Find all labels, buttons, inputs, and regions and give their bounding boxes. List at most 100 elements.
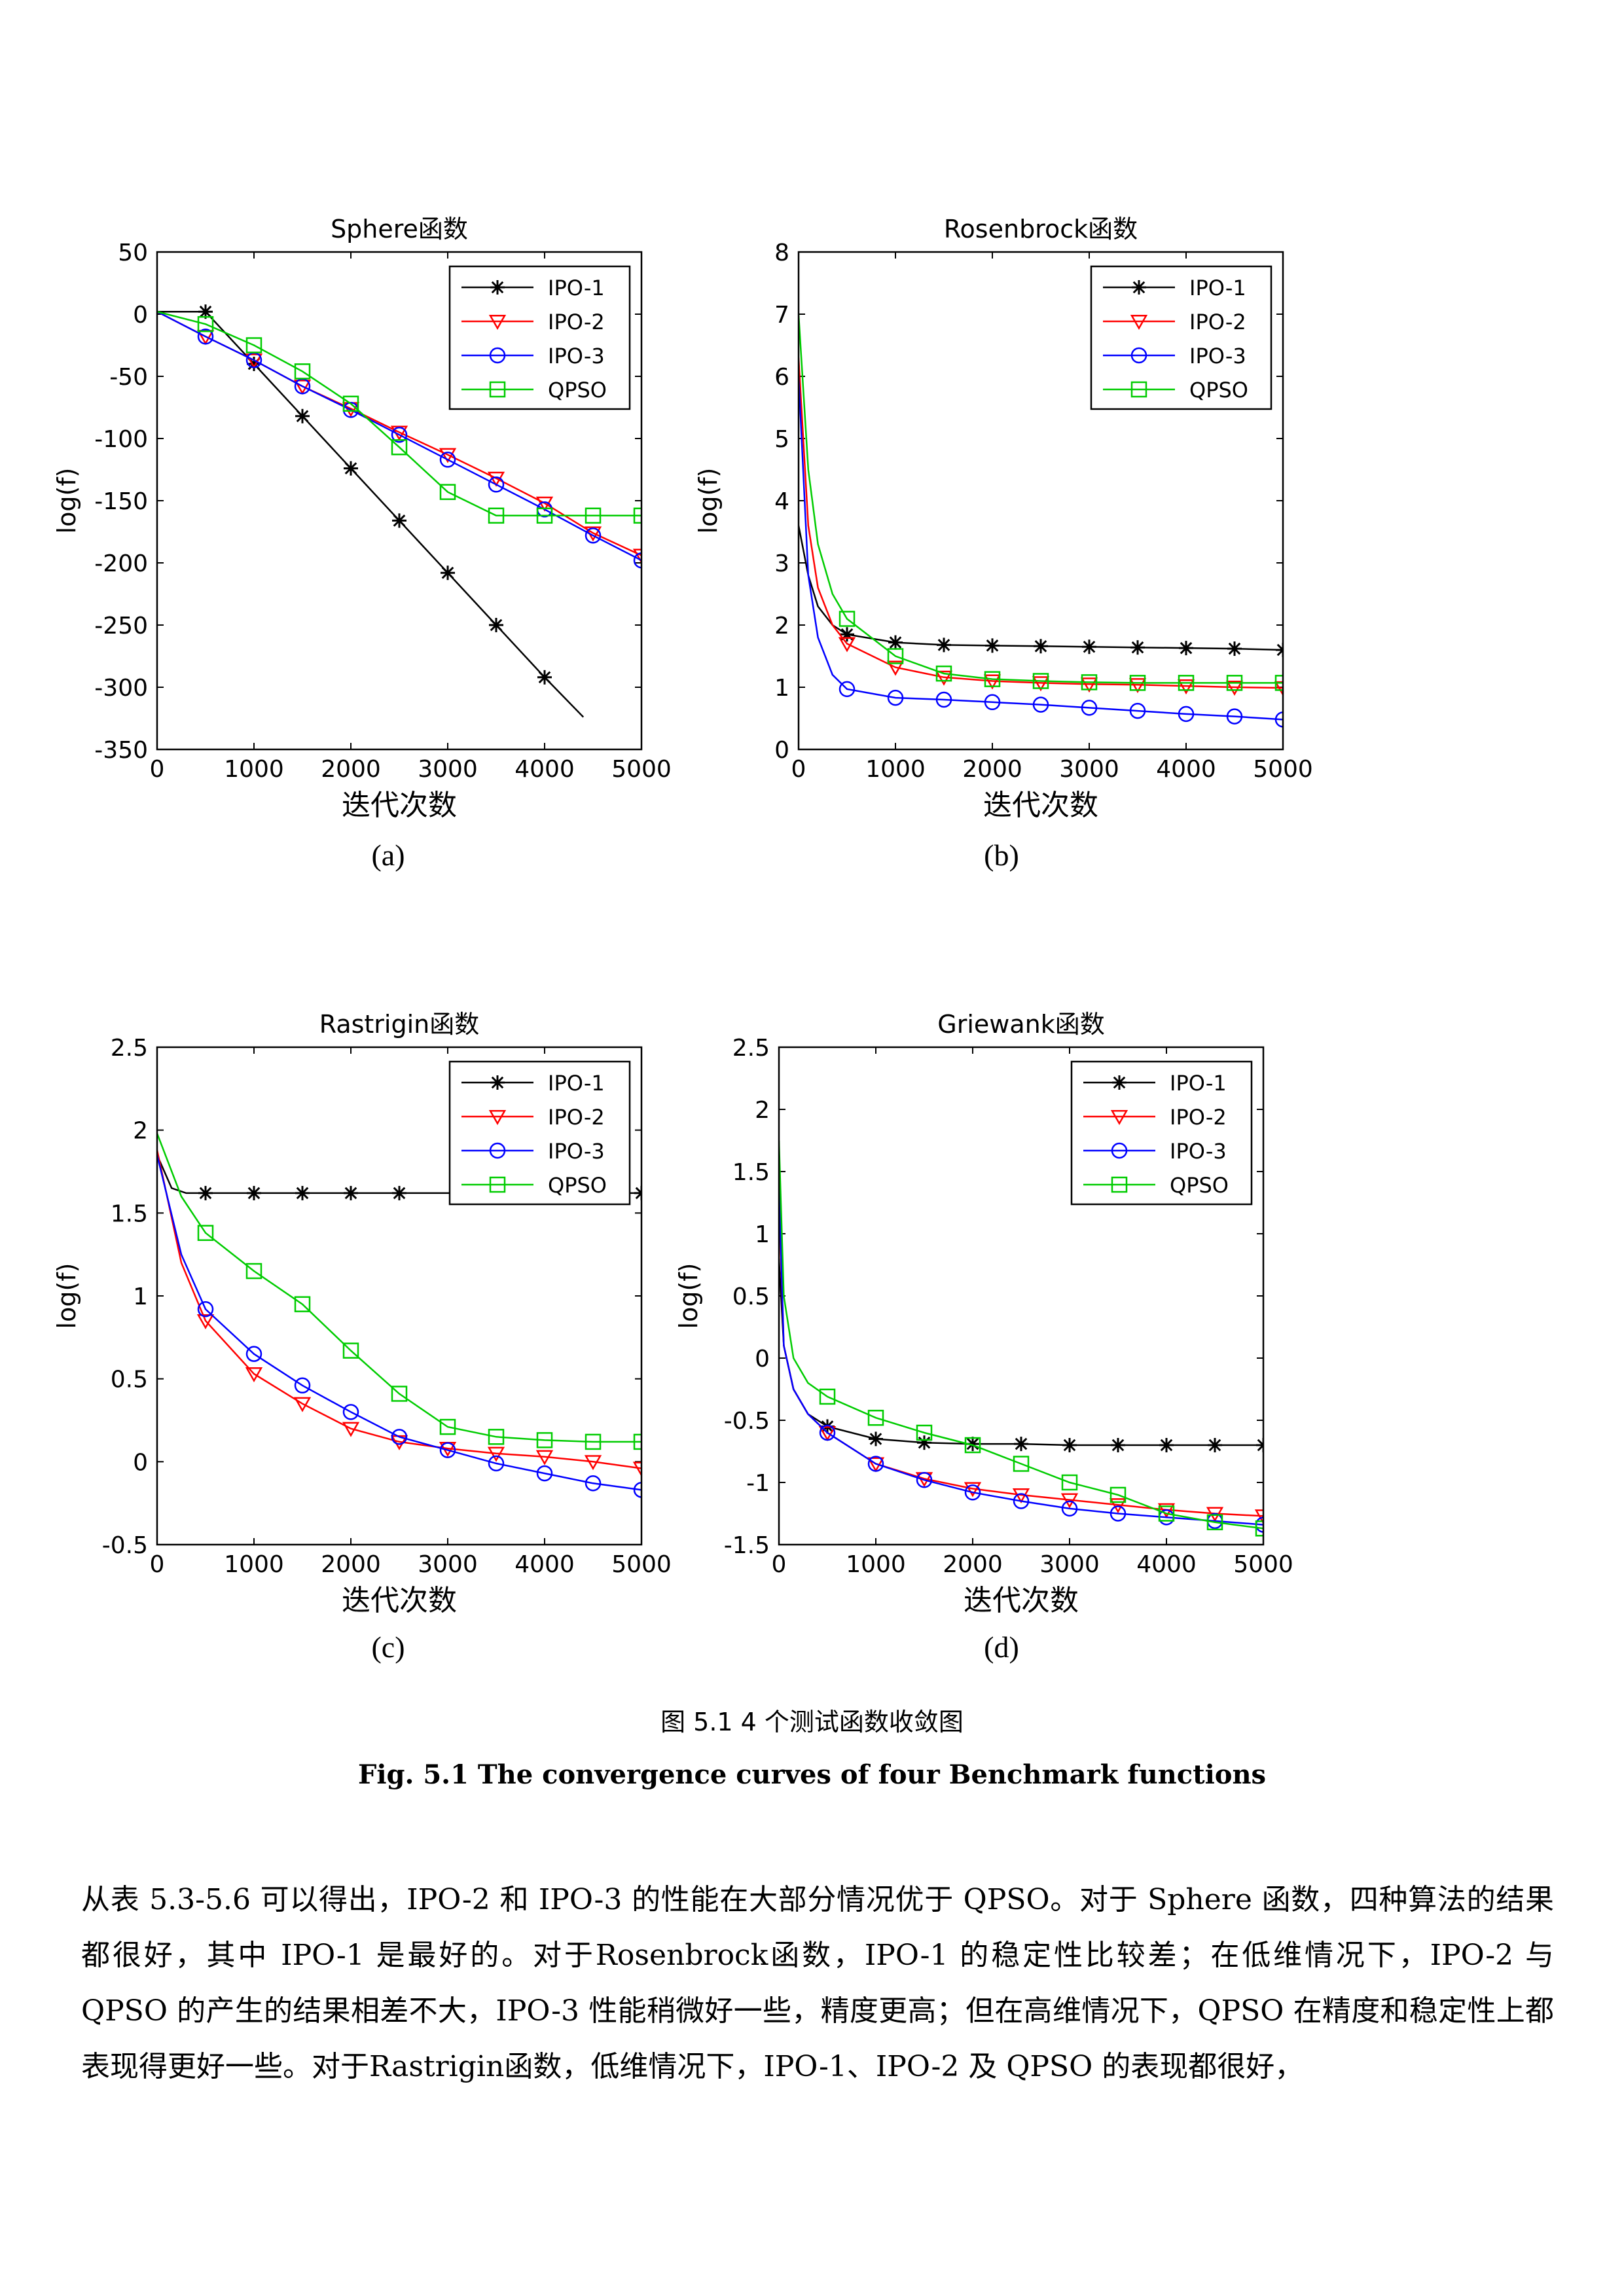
series-marker-qpso xyxy=(342,1342,359,1359)
series-marker-ipo-2 xyxy=(1254,1509,1263,1525)
legend-label: QPSO xyxy=(548,378,607,403)
series-marker-ipo-1 xyxy=(344,461,358,476)
series-marker-ipo-3 xyxy=(935,691,952,708)
series-marker-ipo-2 xyxy=(632,1462,641,1477)
x-tick-label: 4000 xyxy=(514,1551,575,1578)
legend-marker xyxy=(489,347,506,364)
series-marker-ipo-2 xyxy=(1032,676,1050,692)
body-paragraph: 从表 5.3-5.6 可以得出，IPO-2 和 IPO-3 的性能在大部分情况优… xyxy=(81,1883,1554,2083)
series-marker-ipo-1 xyxy=(295,1185,310,1200)
series-marker-ipo-1 xyxy=(1179,641,1193,656)
series-marker-ipo-3 xyxy=(294,1377,311,1394)
legend-marker xyxy=(489,1142,506,1159)
series-marker-ipo-1 xyxy=(392,513,406,528)
series-marker-ipo-1 xyxy=(489,618,503,632)
series-marker-ipo-1 xyxy=(537,670,552,685)
legend-marker xyxy=(1130,314,1148,330)
series-marker-ipo-3 xyxy=(391,1429,408,1445)
legend-label: IPO-3 xyxy=(548,1139,605,1164)
series-marker-ipo-3 xyxy=(391,427,408,443)
y-tick-label: 1 xyxy=(755,1221,770,1248)
axes-box xyxy=(156,251,643,751)
series-marker-ipo-2 xyxy=(964,1482,982,1498)
x-axis-label: 迭代次数 xyxy=(964,1584,1079,1617)
legend-label: IPO-1 xyxy=(548,1071,605,1096)
axes-box xyxy=(156,1046,643,1546)
chart-title: Rastrigin函数 xyxy=(319,1010,480,1039)
x-tick-label: 5000 xyxy=(1233,1551,1293,1578)
series-marker-qpso xyxy=(585,1433,602,1450)
series-marker-ipo-3 xyxy=(488,1455,505,1472)
x-tick-label: 0 xyxy=(150,756,165,783)
series-marker-ipo-3 xyxy=(342,1404,359,1420)
series-marker-ipo-2 xyxy=(818,1426,837,1441)
series-marker-ipo-2 xyxy=(1177,679,1195,695)
series-marker-ipo-1 xyxy=(198,1185,213,1200)
y-tick-label: -1.5 xyxy=(724,1532,770,1559)
legend-label: IPO-2 xyxy=(548,310,605,334)
legend-marker xyxy=(488,1109,507,1125)
series-marker-ipo-3 xyxy=(488,476,505,493)
series-marker-qpso xyxy=(1081,674,1098,691)
legend-label: IPO-3 xyxy=(1189,344,1246,368)
series-marker-ipo-3 xyxy=(1110,1505,1127,1522)
x-axis-label: 迭代次数 xyxy=(342,1584,457,1617)
y-tick-label: 0 xyxy=(774,737,789,764)
series-marker-qpso xyxy=(197,315,214,332)
chart-rosenbrock: Rosenbrock函数 0 1000 2000 3000 4000 5000 0 1 2 3 4 5 6… xyxy=(694,215,1313,822)
y-axis-label: log(f) xyxy=(674,1263,703,1329)
series-marker-ipo-1 xyxy=(1130,640,1145,655)
x-tick-label: 3000 xyxy=(418,756,478,783)
series-marker-ipo-2 xyxy=(1080,677,1098,693)
series-marker-qpso xyxy=(439,484,456,500)
y-tick-label: -200 xyxy=(94,550,148,577)
legend-marker xyxy=(490,280,505,295)
x-tick-label: 0 xyxy=(791,756,806,783)
series-marker-ipo-1 xyxy=(869,1431,883,1446)
plot-area xyxy=(157,1133,641,1498)
series-line-ipo-1 xyxy=(799,525,1283,651)
series-marker-qpso xyxy=(294,1296,311,1312)
series-marker-qpso xyxy=(391,1386,408,1402)
series-line-ipo-2 xyxy=(779,1196,1263,1517)
series-marker-ipo-3 xyxy=(197,328,214,345)
series-marker-ipo-1 xyxy=(888,635,903,650)
series-line-ipo-3 xyxy=(157,1155,641,1491)
series-marker-ipo-2 xyxy=(1128,678,1147,694)
y-tick-label: -250 xyxy=(94,613,148,639)
legend-marker xyxy=(489,1176,506,1193)
series-marker-ipo-3 xyxy=(633,1482,641,1498)
series-line-ipo-3 xyxy=(157,311,641,562)
series-marker-qpso xyxy=(887,648,904,664)
legend-marker xyxy=(1130,347,1147,364)
series-marker-qpso xyxy=(1255,1520,1263,1537)
legend-marker xyxy=(489,381,506,398)
series-marker-ipo-3 xyxy=(867,1456,884,1472)
series-line-ipo-1 xyxy=(157,310,585,718)
series-marker-qpso xyxy=(935,665,952,682)
y-tick-label: 4 xyxy=(774,488,789,515)
sublabel-d: (d) xyxy=(984,1630,1019,1664)
x-axis-label: 迭代次数 xyxy=(342,789,457,822)
y-tick-label: 3 xyxy=(774,550,789,577)
x-tick-label: 3000 xyxy=(1059,756,1119,783)
series-marker-qpso xyxy=(1032,673,1049,689)
x-tick-label: 0 xyxy=(772,1551,787,1578)
figure-caption-chinese: 图 5.1 4 个测试函数收敛图 xyxy=(660,1708,964,1736)
series-marker-ipo-1 xyxy=(1159,1438,1174,1452)
legend-label: IPO-3 xyxy=(1170,1139,1227,1164)
y-tick-label: 50 xyxy=(118,240,148,266)
x-tick-label: 3000 xyxy=(1039,1551,1100,1578)
sublabel-c: (c) xyxy=(371,1630,405,1664)
series-marker-ipo-2 xyxy=(293,1397,312,1412)
series-marker-qpso xyxy=(391,439,408,456)
y-tick-label: -100 xyxy=(94,426,148,453)
series-marker-ipo-3 xyxy=(916,1471,933,1488)
series-marker-qpso xyxy=(633,507,641,524)
series-marker-qpso xyxy=(536,1432,553,1448)
y-tick-label: 6 xyxy=(774,364,789,391)
legend-marker xyxy=(490,1075,505,1090)
series-marker-ipo-3 xyxy=(1274,711,1283,728)
legend-marker xyxy=(1112,1075,1127,1090)
